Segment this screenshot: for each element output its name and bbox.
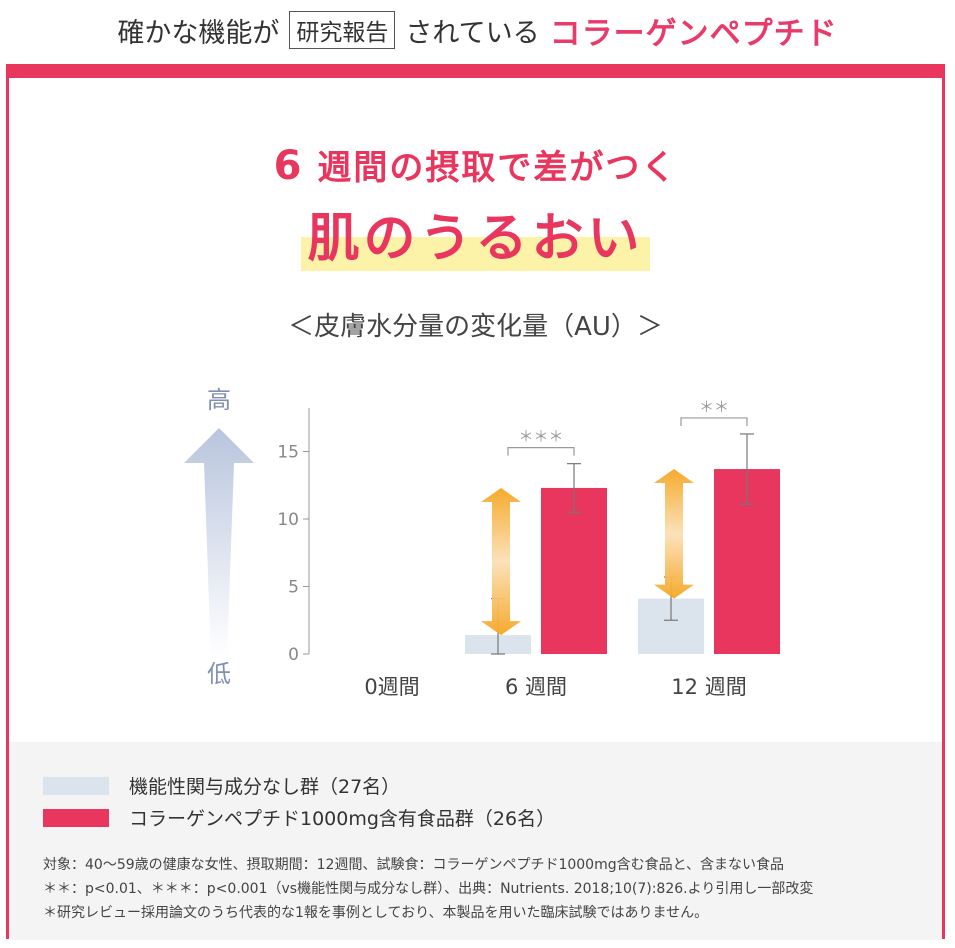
- y-tick-label: 0: [288, 645, 299, 665]
- difference-arrow-icon: [654, 469, 694, 599]
- page-header: 確かな機能が 研究報告 されている コラーゲンペプチド: [0, 0, 955, 60]
- note-subjects: 対象：40〜59歳の健康な女性、摂取期間：12週間、試験食：コラーゲンペプチド1…: [43, 857, 785, 873]
- header-boxed-text: 研究報告: [289, 11, 396, 49]
- difference-arrow-icon: [481, 487, 521, 636]
- legend-swatch-collagen: [43, 808, 109, 827]
- significance-label: ＊＊＊: [518, 428, 563, 446]
- headline-number: 6: [273, 143, 304, 189]
- significance-bracket: [507, 447, 575, 456]
- legend-label-collagen: コラーゲンペプチド1000mg含有食品群（26名）: [129, 808, 556, 830]
- content-panel: 6 週間の摂取で差がつく 肌のうるおい ＜皮膚水分量の変化量（AU）＞ 高 低 …: [6, 64, 945, 940]
- bar-collagen: [541, 487, 607, 654]
- headline-line-2: 肌のうるおい: [301, 196, 650, 271]
- y-tick-label: 15: [277, 443, 299, 463]
- legend-and-notes: 機能性関与成分なし群（27名） コラーゲンペプチド1000mg含有食品群（26名…: [9, 742, 942, 940]
- y-tick-label: 5: [288, 578, 299, 598]
- x-tick-label: 0週間: [364, 675, 419, 699]
- headline-line-1: 6 週間の摂取で差がつく: [9, 140, 942, 189]
- header-brand: コラーゲンペプチド: [549, 15, 838, 52]
- scale-up-arrow-icon: [184, 428, 254, 658]
- x-tick-label: 12 週間: [671, 675, 746, 699]
- significance-label: ＊＊: [699, 398, 729, 416]
- legend-item-collagen: コラーゲンペプチド1000mg含有食品群（26名）: [43, 804, 555, 831]
- legend-swatch-control: [43, 776, 109, 795]
- note-significance: ＊＊：p<0.01、＊＊＊：p<0.001（vs機能性関与成分なし群）、出典：N…: [43, 881, 814, 897]
- scale-low-label: 低: [207, 660, 231, 688]
- legend-label-control: 機能性関与成分なし群（27名）: [129, 776, 401, 798]
- y-tick-label: 10: [277, 510, 299, 530]
- note-disclaimer: ＊研究レビュー採用論文のうち代表的な1報を事例としており、本製品を用いた臨床試験…: [43, 905, 709, 921]
- header-text-2: されている: [405, 17, 540, 49]
- x-tick-label: 6 週間: [505, 675, 567, 699]
- scale-high-label: 高: [207, 386, 231, 414]
- chart-title: ＜皮膚水分量の変化量（AU）＞: [288, 312, 663, 342]
- significance-bracket: [680, 417, 748, 426]
- header-text-1: 確かな機能が: [117, 17, 280, 49]
- headline-text: 週間の摂取で差がつく: [317, 148, 678, 188]
- high-low-scale: 高 低: [184, 386, 254, 688]
- legend-item-control: 機能性関与成分なし群（27名）: [43, 772, 400, 799]
